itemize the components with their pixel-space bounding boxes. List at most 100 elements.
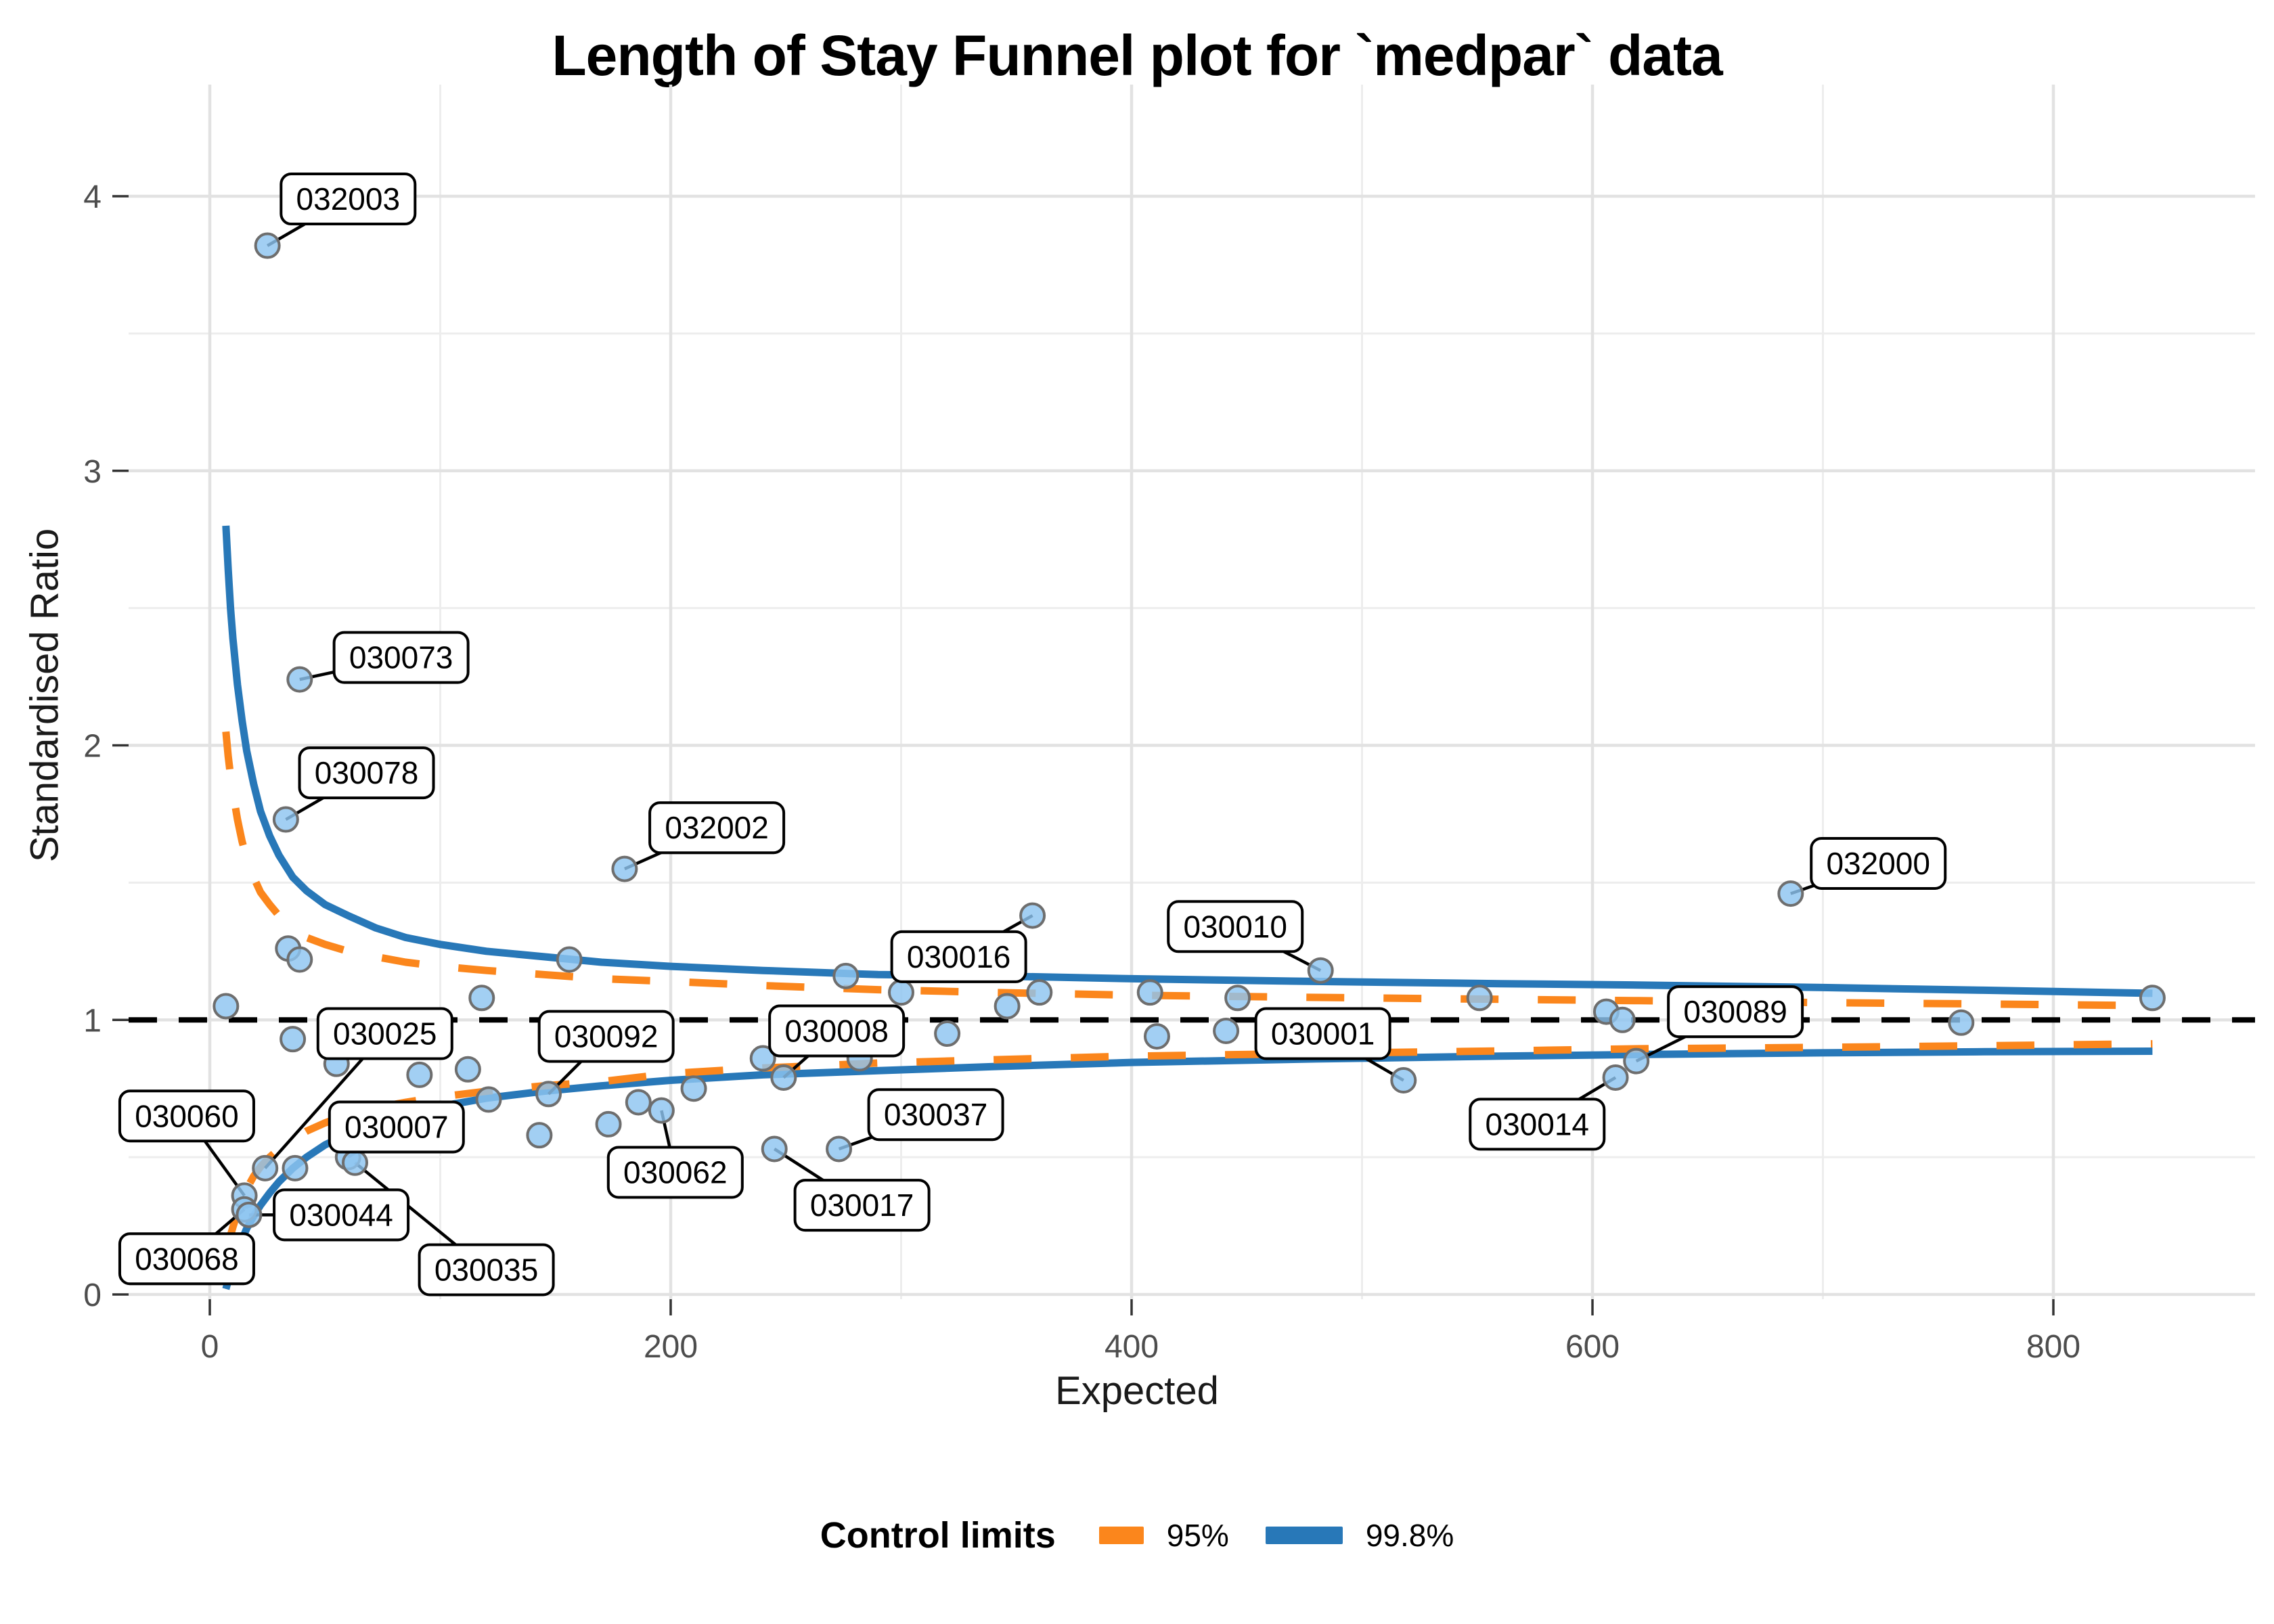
funnel-point-030017 [761, 1135, 788, 1163]
x-tick-label: 800 [2026, 1329, 2080, 1365]
y-tick-label: 4 [83, 179, 102, 215]
funnel-point-030089 [1623, 1047, 1650, 1075]
funnel-point [475, 1086, 502, 1113]
funnel-point-030010 [1307, 957, 1334, 984]
funnel-point [2139, 985, 2166, 1012]
point-label-030010: 030010 [1167, 900, 1304, 953]
funnel-point [280, 1026, 307, 1053]
data-points [213, 232, 2166, 1228]
point-label-032000: 032000 [1810, 836, 1947, 890]
funnel-point [680, 1075, 707, 1102]
funnel-point [468, 985, 495, 1012]
x-tick-label: 200 [644, 1329, 698, 1365]
legend-item-95: 95% [1098, 1517, 1229, 1554]
svg-text:030007: 030007 [344, 1109, 449, 1144]
point-label-030014: 030014 [1469, 1098, 1606, 1151]
svg-text:030089: 030089 [1683, 994, 1787, 1029]
funnel-point [1026, 979, 1053, 1006]
y-tick-labels: 0 1 2 3 4 [83, 179, 102, 1313]
funnel-point [454, 1056, 481, 1083]
svg-text:030073: 030073 [349, 640, 453, 675]
svg-text:032000: 032000 [1826, 846, 1930, 881]
legend-swatch-95-dashed-line-icon [1098, 1527, 1144, 1544]
funnel-point [832, 962, 860, 989]
funnel-point-032003 [254, 232, 281, 259]
funnel-point-030073 [286, 666, 313, 693]
svg-text:030092: 030092 [554, 1019, 659, 1054]
funnel-point [526, 1122, 553, 1149]
point-label-030068: 030068 [118, 1232, 255, 1286]
svg-text:030016: 030016 [907, 939, 1011, 974]
control-limit-upper-99-8 [222, 525, 2153, 997]
funnel-point [1224, 985, 1251, 1012]
svg-text:030001: 030001 [1271, 1016, 1375, 1052]
funnel-point [994, 993, 1021, 1020]
y-tick-label: 3 [83, 454, 102, 490]
point-label-030035: 030035 [418, 1243, 555, 1296]
funnel-point-030078 [272, 806, 299, 833]
funnel-point [286, 946, 313, 973]
point-label-030017: 030017 [793, 1179, 931, 1232]
point-label-032003: 032003 [280, 173, 417, 226]
svg-text:030078: 030078 [315, 755, 419, 790]
svg-text:030068: 030068 [135, 1241, 239, 1276]
point-label-030025: 030025 [316, 1007, 453, 1060]
legend-label-998: 99.8% [1365, 1518, 1454, 1553]
funnel-point-030008 [770, 1064, 797, 1091]
funnel-point [1136, 979, 1163, 1006]
y-tick-label: 2 [83, 729, 102, 765]
point-label-030037: 030037 [867, 1088, 1004, 1142]
point-labels: 032003 030073 030078 032002 030016 030010 0320… [118, 173, 1947, 1296]
point-label-030078: 030078 [298, 746, 435, 800]
svg-text:030044: 030044 [289, 1197, 393, 1232]
y-tick-label: 0 [83, 1278, 102, 1313]
svg-text:032002: 032002 [665, 810, 769, 845]
axis-ticks [112, 195, 2055, 1315]
legend: Control limits 95% 99.8% [0, 1514, 2274, 1556]
control-limit-upper-95 [222, 731, 2153, 1010]
funnel-point [1143, 1023, 1170, 1050]
control-limit-lower-95 [222, 1040, 2153, 1257]
svg-text:030014: 030014 [1486, 1106, 1590, 1142]
funnel-point-030044 [236, 1201, 263, 1228]
x-tick-label: 0 [201, 1329, 219, 1365]
funnel-point [406, 1061, 433, 1088]
x-tick-label: 600 [1565, 1329, 1620, 1365]
point-label-030008: 030008 [768, 1004, 906, 1058]
funnel-point-032000 [1777, 880, 1804, 907]
svg-text:030017: 030017 [810, 1188, 914, 1223]
funnel-point [595, 1110, 622, 1137]
funnel-point [625, 1089, 652, 1116]
funnel-point-030035 [342, 1149, 369, 1176]
funnel-point-030062 [648, 1097, 675, 1124]
point-label-030062: 030062 [606, 1146, 744, 1199]
legend-title: Control limits [820, 1515, 1056, 1556]
point-label-030007: 030007 [328, 1100, 465, 1154]
point-label-030060: 030060 [118, 1089, 255, 1143]
x-tick-label: 400 [1105, 1329, 1159, 1365]
funnel-point-030016 [1019, 902, 1046, 929]
svg-text:030010: 030010 [1183, 909, 1287, 944]
funnel-point [934, 1020, 961, 1047]
x-tick-labels: 0 200 400 600 800 [201, 1329, 2080, 1365]
funnel-point-030001 [1390, 1067, 1417, 1094]
funnel-point [1213, 1017, 1240, 1044]
svg-text:032003: 032003 [296, 181, 401, 217]
y-tick-label: 1 [83, 1003, 102, 1039]
svg-text:030062: 030062 [623, 1154, 728, 1190]
funnel-point [1466, 985, 1493, 1012]
funnel-point-030025 [252, 1154, 279, 1181]
funnel-point-032002 [611, 855, 638, 882]
svg-text:030037: 030037 [884, 1097, 988, 1132]
svg-text:030060: 030060 [135, 1098, 239, 1133]
x-axis-title: Expected [1055, 1369, 1219, 1413]
funnel-point-030014 [1602, 1064, 1629, 1091]
point-label-030073: 030073 [332, 631, 470, 684]
funnel-point [749, 1045, 776, 1072]
svg-text:030025: 030025 [333, 1016, 437, 1052]
point-label-030001: 030001 [1254, 1007, 1391, 1060]
funnel-point [1948, 1009, 1975, 1036]
page-title: Length of Stay Funnel plot for `medpar` … [552, 24, 1722, 87]
legend-label-95: 95% [1166, 1518, 1229, 1553]
